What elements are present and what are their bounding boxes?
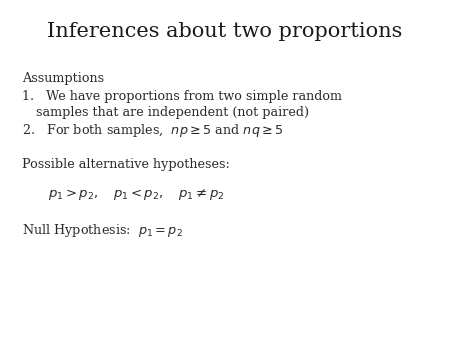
Text: Null Hypothesis:  $p_1 = p_2$: Null Hypothesis: $p_1 = p_2$ <box>22 222 183 239</box>
Text: Possible alternative hypotheses:: Possible alternative hypotheses: <box>22 158 230 171</box>
Text: 2.   For both samples,  $np \geq 5$ and $nq \geq 5$: 2. For both samples, $np \geq 5$ and $nq… <box>22 122 284 139</box>
Text: 1.   We have proportions from two simple random: 1. We have proportions from two simple r… <box>22 90 342 103</box>
Text: Assumptions: Assumptions <box>22 72 104 85</box>
Text: $p_1 > p_2,$   $p_1 < p_2,$   $p_1 \neq p_2$: $p_1 > p_2,$ $p_1 < p_2,$ $p_1 \neq p_2$ <box>48 187 224 202</box>
Text: Inferences about two proportions: Inferences about two proportions <box>47 22 403 41</box>
Text: samples that are independent (not paired): samples that are independent (not paired… <box>36 106 309 119</box>
